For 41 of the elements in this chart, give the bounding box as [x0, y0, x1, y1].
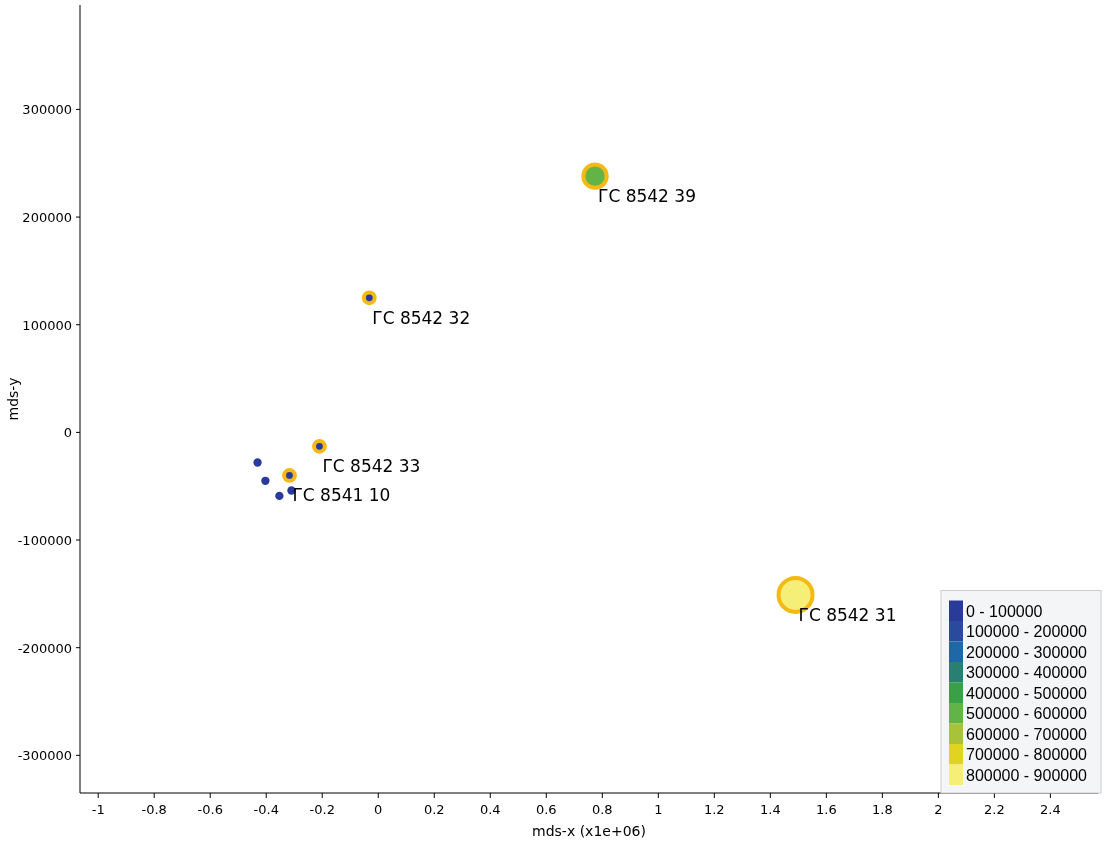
x-tick-label: -0.2 [309, 802, 335, 817]
x-tick-label: 1.4 [759, 802, 781, 817]
x-tick-label: 1.8 [872, 802, 893, 817]
x-tick-label: 1.6 [816, 802, 837, 817]
y-tick-label: 0 [63, 425, 72, 441]
x-tick-label: 0.4 [479, 802, 501, 817]
x-tick-label: 2 [934, 802, 943, 817]
x-tick-label: -1 [91, 802, 105, 817]
x-tick-label: 0.2 [423, 802, 445, 817]
x-tick-label: 2.2 [984, 802, 1005, 817]
legend-label: 100000 - 200000 [966, 623, 1088, 640]
x-tick-label: 1 [654, 802, 663, 817]
legend-label: 700000 - 800000 [966, 746, 1088, 763]
x-tick-label: -0.4 [253, 802, 279, 817]
legend-label: 0 - 100000 [966, 602, 1043, 620]
annotation: ГС 8542 32 [372, 307, 471, 328]
y-tick-label: -200000 [17, 640, 72, 656]
legend-label: 400000 - 500000 [966, 684, 1088, 702]
annotation: ГС 8542 31 [798, 604, 897, 625]
x-tick-label: -0.6 [197, 802, 223, 817]
x-tick-label: 1.2 [703, 802, 725, 817]
annotation: ГС 8542 33 [322, 456, 421, 477]
y-axis-title: mds-y [5, 377, 21, 421]
annotation: ГС 8541 10 [292, 485, 391, 506]
x-axis-title: mds-x (x1e+06) [532, 823, 646, 839]
legend-label: 300000 - 400000 [966, 664, 1088, 681]
legend-label: 600000 - 700000 [966, 725, 1088, 743]
legend-label: 200000 - 300000 [966, 643, 1088, 661]
legend-label: 800000 - 900000 [966, 766, 1088, 784]
y-tick-label: -300000 [17, 748, 72, 764]
x-tick-label: 2.4 [1040, 802, 1061, 817]
x-tick-label: 0.8 [591, 802, 613, 817]
y-tick-label: -100000 [17, 533, 72, 549]
annotation: ГС 8542 39 [598, 186, 696, 207]
x-tick-label: -0.8 [141, 802, 167, 817]
x-tick-label: 0 [374, 802, 383, 817]
y-tick-label: 100000 [22, 317, 72, 333]
x-tick-label: 0.6 [535, 802, 557, 817]
legend-label: 500000 - 600000 [966, 705, 1088, 722]
y-tick-label: 300000 [22, 102, 72, 118]
y-tick-label: 200000 [22, 210, 72, 226]
